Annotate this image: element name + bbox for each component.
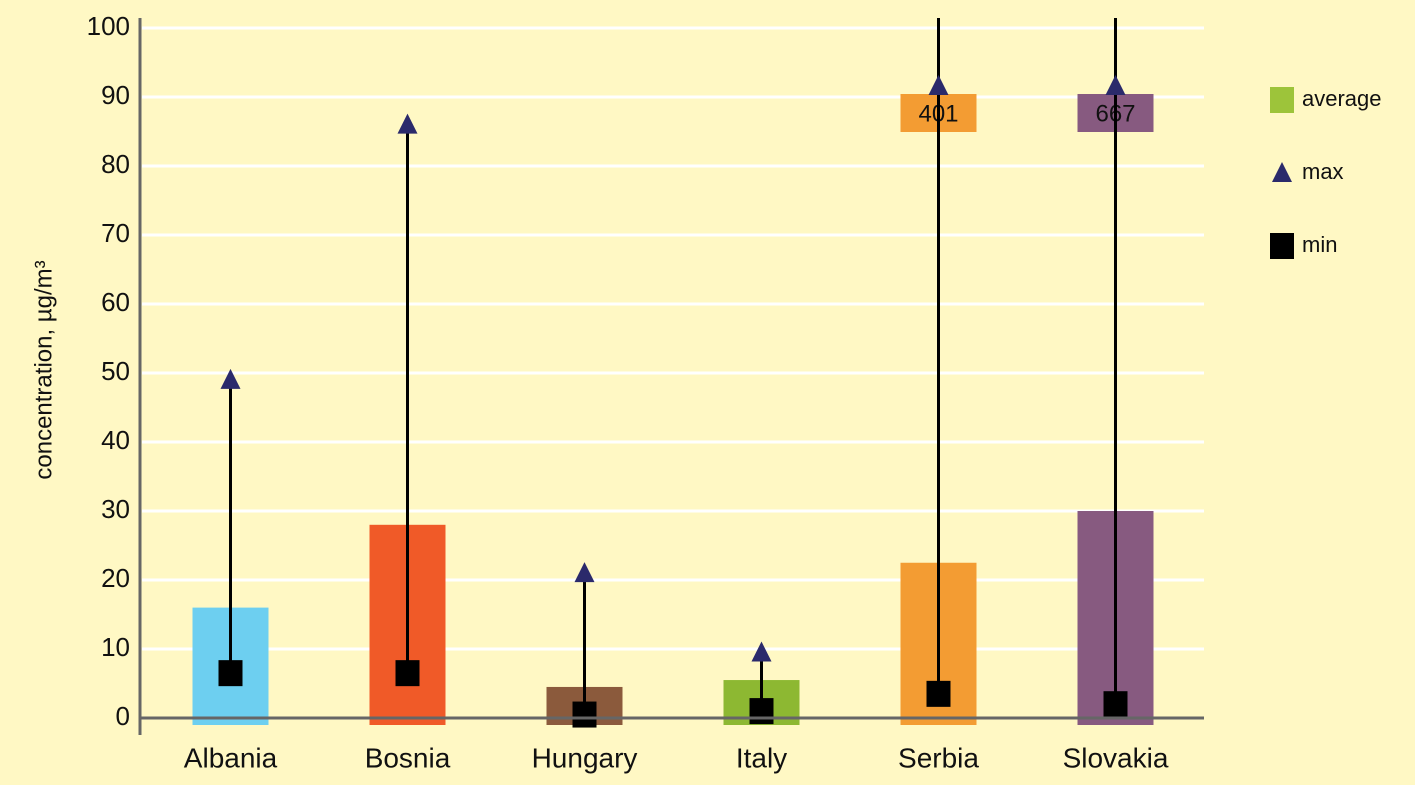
max-marker: [928, 75, 949, 95]
y-tick-label: 50: [101, 356, 130, 386]
min-marker: [395, 660, 420, 687]
x-tick-label: Hungary: [532, 742, 638, 773]
y-tick-label: 40: [101, 425, 130, 455]
y-tick-label: 80: [101, 149, 130, 179]
y-tick-label: 100: [87, 11, 130, 41]
y-tick-label: 90: [101, 80, 130, 110]
max-marker: [220, 368, 241, 389]
y-tick-label: 60: [101, 287, 130, 317]
x-tick-label: Italy: [736, 742, 787, 773]
max-marker: [751, 641, 772, 662]
min-marker: [749, 698, 774, 725]
legend-swatch: [1270, 233, 1294, 259]
min-marker: [926, 680, 951, 707]
max-marker: [574, 562, 595, 583]
x-tick-label: Serbia: [898, 742, 979, 773]
legend-swatch: [1272, 162, 1292, 182]
y-axis-label: concentration, µg/m³: [30, 260, 57, 479]
x-tick-label: Slovakia: [1063, 742, 1169, 773]
y-tick-label: 30: [101, 494, 130, 524]
min-marker: [572, 701, 597, 728]
legend-swatch: [1270, 87, 1294, 113]
max-marker: [397, 113, 418, 134]
x-tick-label: Bosnia: [365, 742, 451, 773]
y-tick-label: 10: [101, 632, 130, 662]
y-tick-label: 0: [116, 701, 130, 731]
y-tick-label: 70: [101, 218, 130, 248]
min-marker: [218, 660, 243, 687]
legend-label: min: [1302, 232, 1337, 257]
min-marker: [1103, 691, 1128, 718]
y-tick-label: 20: [101, 563, 130, 593]
legend-label: average: [1302, 86, 1382, 111]
max-marker: [1105, 75, 1126, 95]
x-tick-label: Albania: [184, 742, 278, 773]
legend-label: max: [1302, 159, 1344, 184]
